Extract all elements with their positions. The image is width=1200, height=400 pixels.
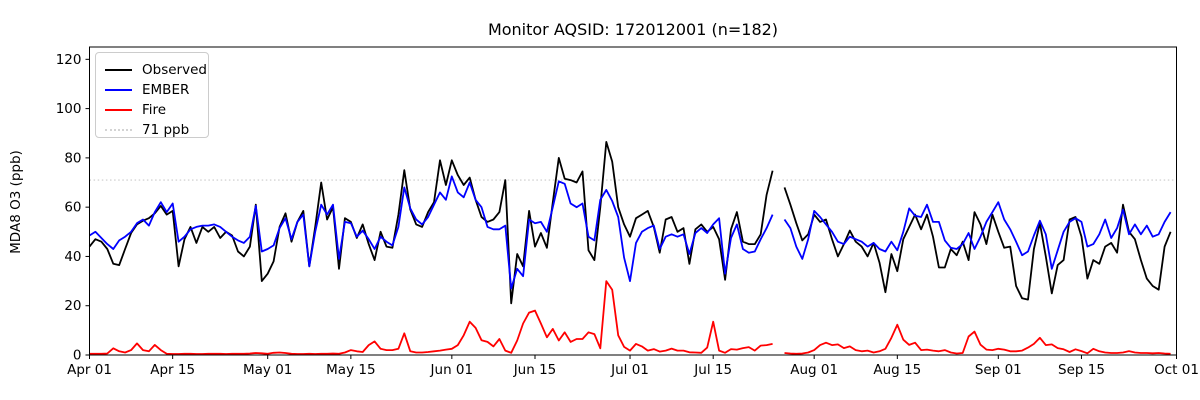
x-tick-label: May 01 [243,362,292,378]
y-tick-label: 40 [64,249,81,265]
x-tick-label: Jun 15 [513,362,557,378]
legend-label: EMBER [142,82,190,98]
y-tick-label: 100 [56,101,82,117]
x-tick-label: Sep 01 [975,362,1022,378]
legend-label: Observed [142,62,207,78]
y-axis-label: MDA8 O3 (ppb) [8,150,24,254]
series-observed-line [88,140,774,305]
x-tick-label: Oct 01 [1154,362,1199,378]
y-tick-label: 60 [64,200,81,216]
observed-line-sample-icon [105,69,132,71]
chart-title: Monitor AQSID: 172012001 (n=182) [487,20,779,39]
series-ember-line [89,175,774,290]
legend-box: Observed EMBER Fire 71 ppb [95,52,209,138]
legend-item-fire: Fire [105,100,208,120]
legend-item-threshold: 71 ppb [105,120,208,140]
x-tick-label: Apr 15 [150,362,195,378]
series-observed-line [783,187,1172,301]
ember-line-sample-icon [105,89,132,91]
axes-spines [89,46,1177,356]
x-tick-label: Aug 01 [790,362,838,378]
legend-label: 71 ppb [142,122,190,138]
y-tick-label: 20 [64,298,81,314]
legend-label: Fire [142,102,167,118]
x-tick-label: Apr 01 [67,362,112,378]
x-tick-label: Jul 15 [693,362,732,378]
series-ember-line [783,201,1172,270]
legend-item-ember: EMBER [105,80,208,100]
threshold-line-sample-icon [105,129,132,131]
series-fire-line [89,280,773,355]
x-tick-label: Jun 01 [430,362,474,378]
series-fire-line [784,323,1171,355]
y-tick-label: 120 [56,52,82,68]
x-tick-label: Aug 15 [873,362,921,378]
legend-item-observed: Observed [105,60,208,80]
y-tick-label: 0 [73,348,82,364]
x-tick-label: May 15 [326,362,375,378]
y-tick-label: 80 [64,150,81,166]
x-tick-label: Sep 15 [1058,362,1105,378]
fire-line-sample-icon [105,109,132,111]
x-tick-label: Jul 01 [610,362,649,378]
